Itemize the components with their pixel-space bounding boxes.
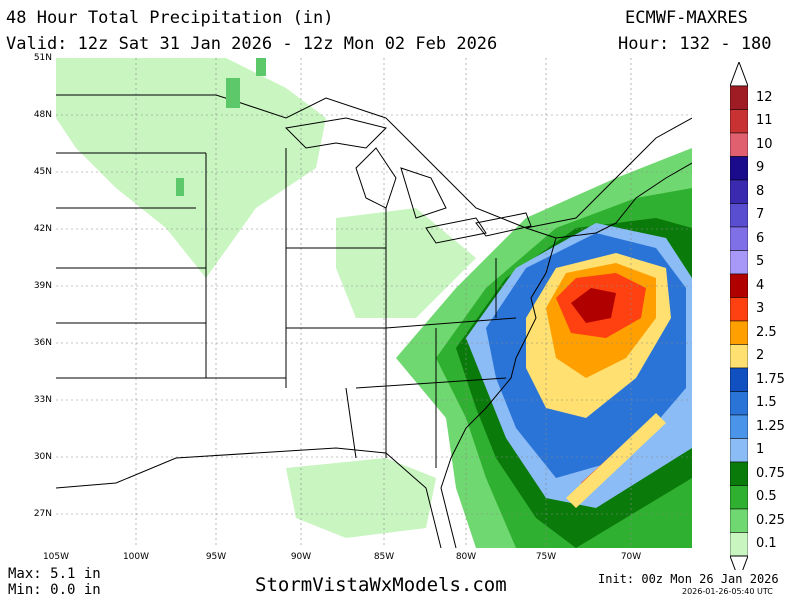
forecast-hour: Hour: 132 - 180 <box>618 34 772 54</box>
legend-label: 6 <box>756 230 765 246</box>
legend-swatch <box>730 156 748 181</box>
legend-label: 0.1 <box>756 536 777 552</box>
precip-area-appalachia <box>336 208 476 318</box>
legend-swatch <box>730 85 748 110</box>
legend-swatch <box>730 203 748 228</box>
legend-label: 0.25 <box>756 512 785 528</box>
new-england-coast <box>555 162 692 239</box>
lon-label-100: 100W <box>122 552 150 562</box>
init-time: Init: 00z Mon 26 Jan 2026 <box>598 572 779 586</box>
lon-label-75: 75W <box>535 552 557 562</box>
legend-label: 8 <box>756 183 765 199</box>
canada-border <box>56 94 692 229</box>
legend-swatch <box>730 179 748 204</box>
legend-swatch <box>730 273 748 298</box>
legend-swatch <box>730 297 748 322</box>
political-borders <box>56 94 692 548</box>
lat-label-42: 42N <box>33 224 52 234</box>
legend-label: 3 <box>756 301 765 317</box>
lon-label-90: 90W <box>290 552 312 562</box>
valid-period: Valid: 12z Sat 31 Jan 2026 - 12z Mon 02 … <box>6 34 498 54</box>
legend-swatch <box>730 391 748 416</box>
legend-swatch <box>730 320 748 345</box>
precip-area-gulf <box>286 458 436 538</box>
lat-lon-grid <box>56 58 692 548</box>
legend-swatch <box>730 109 748 134</box>
precip-area-max <box>571 288 616 323</box>
legend-swatch <box>730 367 748 392</box>
lat-label-33: 33N <box>33 395 52 405</box>
precip-band-streak-yellow <box>566 413 666 508</box>
state-lines <box>56 148 517 468</box>
lon-label-85: 85W <box>373 552 395 562</box>
legend-label: 0.75 <box>756 465 785 481</box>
legend-label: 11 <box>756 113 773 129</box>
lat-label-51: 51N <box>33 53 52 63</box>
lat-label-27: 27N <box>33 509 52 519</box>
legend-label: 9 <box>756 160 765 176</box>
legend-swatch <box>730 344 748 369</box>
east-coastline <box>440 227 557 548</box>
legend-swatch <box>730 532 748 557</box>
legend-label: 5 <box>756 254 765 270</box>
legend-arrow-down <box>730 555 748 570</box>
lat-label-36: 36N <box>33 338 52 348</box>
great-lakes <box>284 117 532 244</box>
map-title: 48 Hour Total Precipitation (in) <box>6 8 334 28</box>
legend-label: 1.5 <box>756 395 777 411</box>
legend-label: 10 <box>756 136 773 152</box>
precip-legend <box>730 62 748 570</box>
legend-label: 0.5 <box>756 489 777 505</box>
precip-area-plains <box>56 58 326 278</box>
lat-label-39: 39N <box>33 281 52 291</box>
precipitation-map <box>56 58 692 548</box>
legend-label: 1.25 <box>756 418 785 434</box>
lat-label-48: 48N <box>33 110 52 120</box>
legend-label: 1 <box>756 442 765 458</box>
legend-label: 4 <box>756 277 765 293</box>
legend-swatch <box>730 250 748 275</box>
legend-swatch <box>730 438 748 463</box>
legend-label: 12 <box>756 89 773 105</box>
legend-swatch <box>730 226 748 251</box>
max-value: Max: 5.1 in <box>8 566 101 582</box>
legend-swatch <box>730 132 748 157</box>
legend-arrow-up <box>730 62 748 87</box>
terrain-detail <box>176 58 266 196</box>
legend-swatch <box>730 461 748 486</box>
lat-label-30: 30N <box>33 452 52 462</box>
legend-swatch <box>730 414 748 439</box>
min-value: Min: 0.0 in <box>8 582 101 598</box>
lat-label-45: 45N <box>33 167 52 177</box>
legend-label: 2 <box>756 348 765 364</box>
lon-label-80: 80W <box>455 552 477 562</box>
model-name: ECMWF-MAXRES <box>625 8 748 28</box>
legend-swatch <box>730 485 748 510</box>
legend-label: 1.75 <box>756 371 785 387</box>
legend-label: 2.5 <box>756 324 777 340</box>
timestamp: 2026-01-26-05:40 UTC <box>682 587 773 596</box>
lon-label-70: 70W <box>620 552 642 562</box>
lon-label-95: 95W <box>205 552 227 562</box>
lon-label-105: 105W <box>42 552 70 562</box>
legend-swatch <box>730 508 748 533</box>
site-name: StormVistaWxModels.com <box>255 574 507 596</box>
legend-label: 7 <box>756 207 765 223</box>
gulf-coastline <box>56 447 442 548</box>
